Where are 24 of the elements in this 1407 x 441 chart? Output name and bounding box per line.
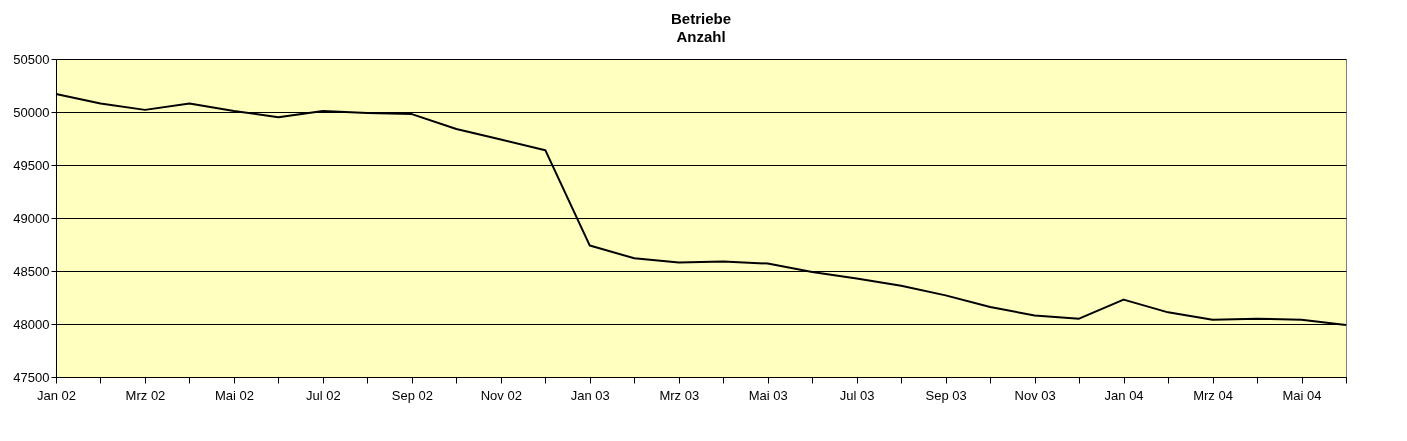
y-tick-label: 49500 — [13, 157, 50, 173]
x-tick-label: Jan 02 — [36, 387, 77, 403]
x-tick-label: Sep 02 — [391, 387, 433, 403]
y-tick-label: 47500 — [13, 369, 50, 385]
x-tick-label: Nov 02 — [480, 387, 522, 403]
x-tick-label: Jan 03 — [570, 387, 610, 403]
x-tick-label: Nov 03 — [1014, 387, 1056, 403]
x-tick-label: Mai 04 — [1282, 387, 1322, 403]
y-tick-label: 48500 — [13, 263, 50, 279]
y-tick-label: 49000 — [13, 210, 50, 226]
y-tick-label: 48000 — [13, 316, 50, 332]
x-tick-label: Jul 02 — [306, 387, 341, 403]
chart-subtitle: Anzahl — [676, 28, 726, 45]
x-tick-label: Jan 04 — [1104, 387, 1144, 403]
x-tick-label: Mrz 04 — [1193, 387, 1233, 403]
x-tick-label: Jul 03 — [839, 387, 875, 403]
x-tick-label: Mrz 02 — [125, 387, 166, 403]
chart-title: Betriebe — [670, 10, 732, 27]
y-tick-label: 50000 — [13, 104, 50, 120]
y-tick-label: 50500 — [13, 51, 50, 67]
x-tick-label: Mai 02 — [214, 387, 254, 403]
x-tick-label: Mai 03 — [748, 387, 788, 403]
x-tick-label: Mrz 03 — [659, 387, 700, 403]
x-tick-label: Sep 03 — [925, 387, 967, 403]
